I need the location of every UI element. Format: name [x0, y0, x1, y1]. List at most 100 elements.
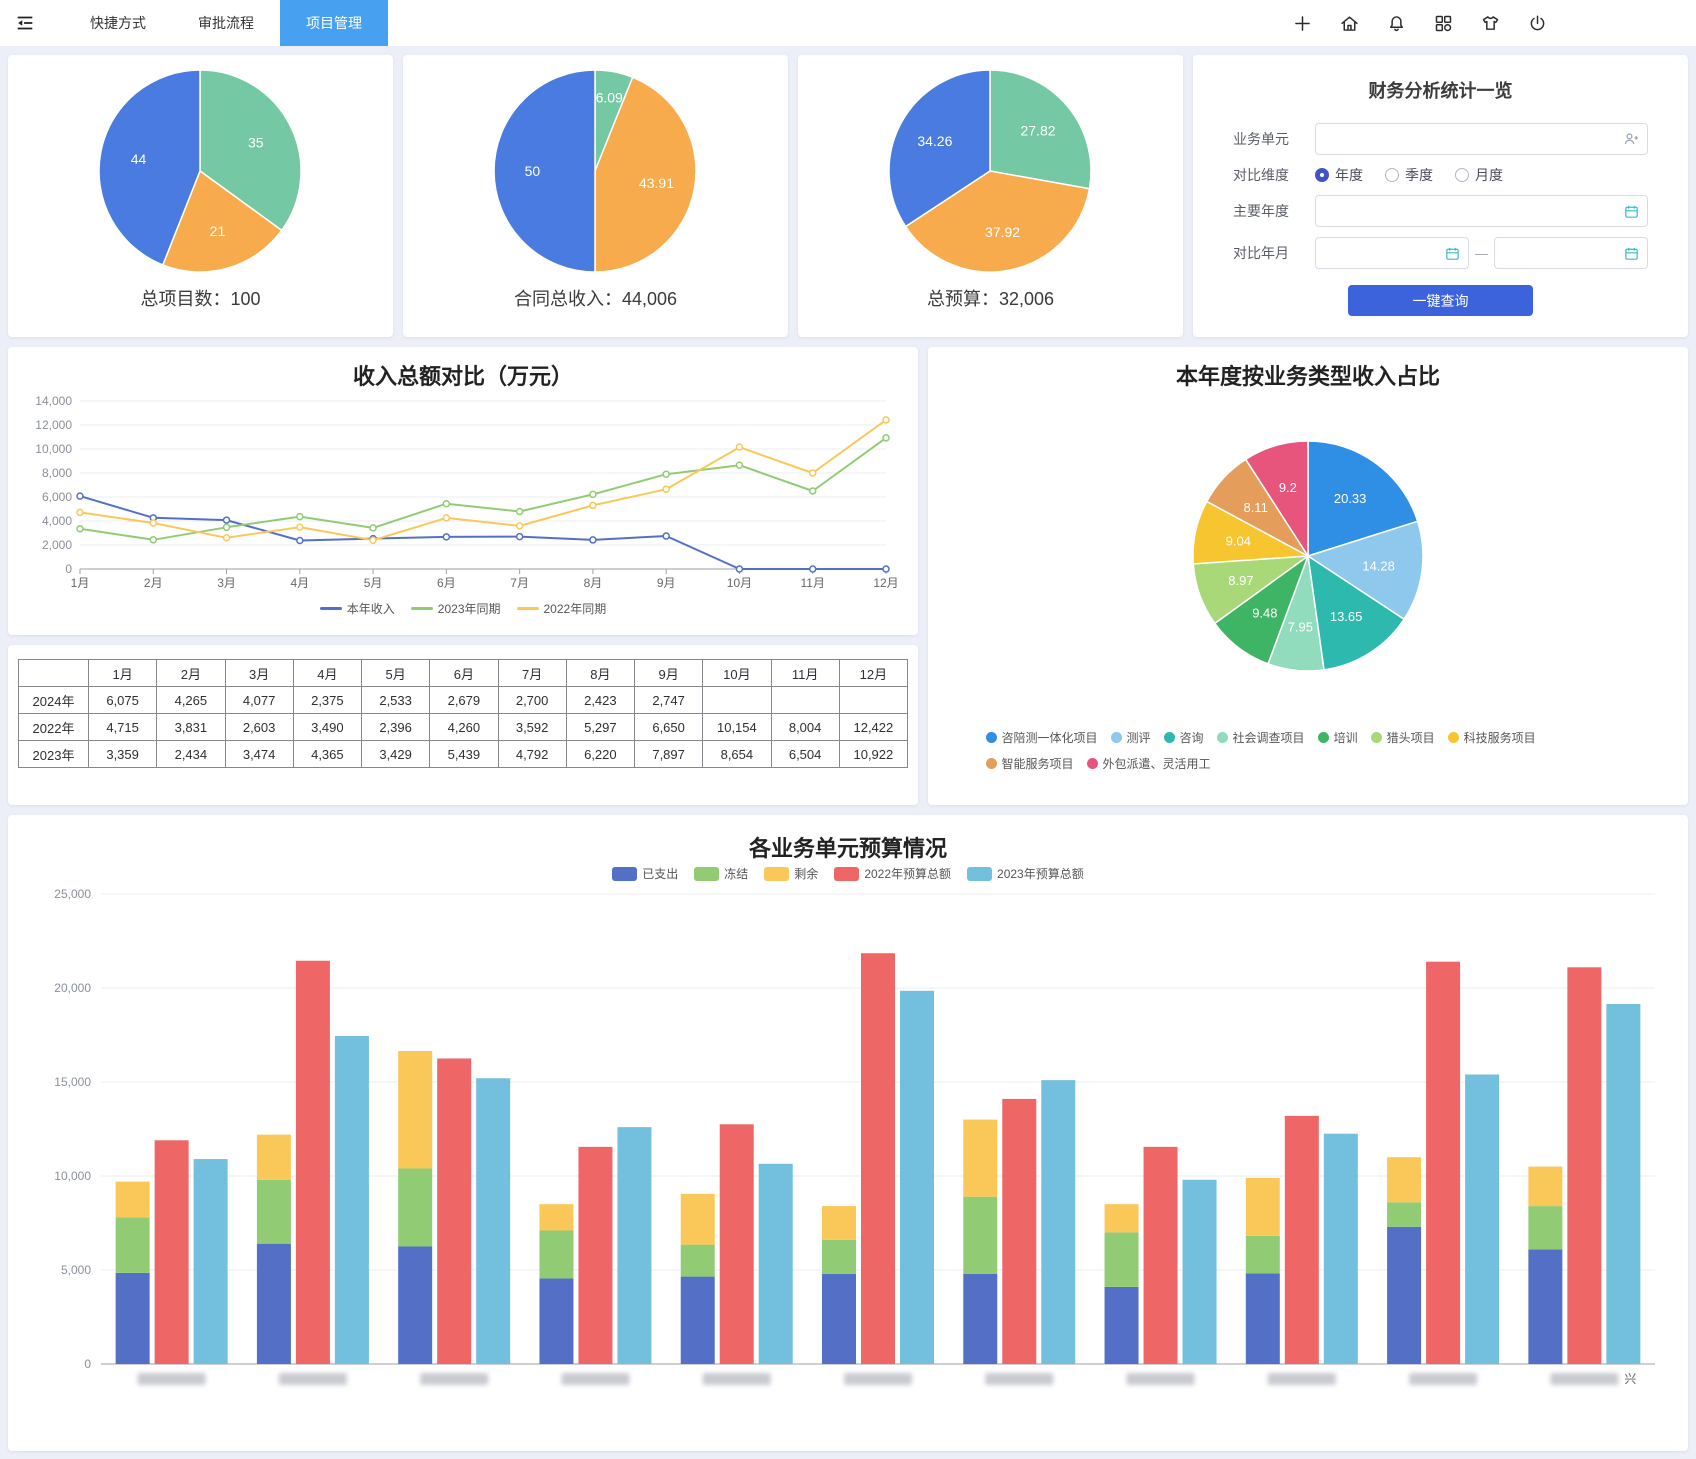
- svg-text:6,000: 6,000: [42, 490, 72, 504]
- business-unit-input[interactable]: [1315, 123, 1648, 155]
- svg-text:14.28: 14.28: [1362, 558, 1395, 573]
- theme-icon[interactable]: [1480, 13, 1501, 34]
- radio-年度[interactable]: 年度: [1315, 165, 1363, 185]
- contract-income-card: 6.09 43.91 50 合同总收入：44,006: [403, 55, 788, 337]
- svg-text:9月: 9月: [657, 576, 676, 590]
- svg-text:20.33: 20.33: [1334, 491, 1367, 506]
- business-type-card: 本年度按业务类型收入占比 20.33 14.28 13.65 7.95 9.48 8.97…: [928, 347, 1688, 805]
- bar-legend-item-4[interactable]: 2023年预算总额: [967, 865, 1084, 882]
- bell-icon[interactable]: [1386, 13, 1407, 34]
- compare-start-input[interactable]: [1315, 237, 1469, 269]
- filter-panel-title: 财务分析统计一览: [1368, 81, 1513, 101]
- budget-bars-title: 各业务单元预算情况: [748, 836, 947, 861]
- biz-legend-item-5[interactable]: 猎头项目: [1370, 729, 1435, 746]
- svg-text:6月: 6月: [437, 576, 456, 590]
- home-icon[interactable]: [1339, 13, 1360, 34]
- budget-bars-legend: 已支出 冻结 剩余 2022年预算总额 2023年预算总额: [8, 865, 1688, 882]
- table-row-2022年: 2022年 4,715 3,831 2,603 3,490 2,396 4,260 3,592…: [18, 713, 909, 741]
- svg-text:50: 50: [525, 163, 541, 179]
- biz-legend-item-7[interactable]: 智能服务项目: [985, 755, 1074, 772]
- svg-text:37.92: 37.92: [985, 224, 1020, 240]
- calendar-icon[interactable]: [1444, 245, 1461, 262]
- line-legend-item-1[interactable]: 2023年同期: [410, 600, 501, 617]
- total-budget-pie-chart: 27.82 37.92 34.26: [888, 69, 1092, 273]
- svg-text:4,000: 4,000: [42, 514, 72, 528]
- biz-legend-item-2[interactable]: 咨询: [1163, 729, 1204, 746]
- navbar: 快捷方式 审批流程 项目管理: [0, 0, 1696, 46]
- income-compare-title: 收入总额对比（万元）: [352, 364, 573, 389]
- svg-text:2,000: 2,000: [42, 538, 72, 552]
- business-type-pie-chart: 20.33 14.28 13.65 7.95 9.48 8.97 9.04 8.11 9.2: [1192, 440, 1424, 672]
- nav-tab-1[interactable]: 审批流程: [198, 15, 254, 31]
- line-legend-item-0[interactable]: 本年收入: [319, 600, 395, 617]
- biz-legend-item-8[interactable]: 外包派遣、灵活用工: [1086, 755, 1211, 772]
- bar-legend-item-3[interactable]: 2022年预算总额: [834, 865, 951, 882]
- svg-text:9.04: 9.04: [1226, 533, 1251, 548]
- business-type-title: 本年度按业务类型收入占比: [1175, 364, 1440, 389]
- business-unit-label: 业务单元: [1233, 131, 1289, 147]
- svg-text:35: 35: [248, 134, 264, 150]
- budget-bars-chart: 0 5,000 10,000 15,000 20,000 25,000 兴: [54, 887, 1655, 1386]
- compare-dimension-row: 对比维度 年度 季度 月度: [1233, 165, 1648, 185]
- radio-季度[interactable]: 季度: [1385, 165, 1433, 185]
- svg-text:27.82: 27.82: [1020, 123, 1055, 139]
- total-projects-pie-chart: 35 21 44: [98, 69, 302, 273]
- calendar-icon[interactable]: [1623, 203, 1640, 220]
- nav-tab-0[interactable]: 快捷方式: [90, 15, 146, 31]
- contract-income-pie-chart: 6.09 43.91 50: [493, 69, 697, 273]
- svg-text:34.26: 34.26: [917, 133, 952, 149]
- svg-text:9.48: 9.48: [1252, 605, 1277, 620]
- navbar-spacer: [388, 0, 1292, 46]
- power-icon[interactable]: [1527, 13, 1548, 34]
- table-row-2023年: 2023年 3,359 2,434 3,474 4,365 3,429 5,439 4,792…: [18, 740, 909, 768]
- svg-text:43.91: 43.91: [639, 175, 674, 191]
- svg-text:4月: 4月: [290, 576, 309, 590]
- nav-tab-2[interactable]: 项目管理: [280, 0, 388, 46]
- menu-fold-icon[interactable]: [14, 0, 36, 46]
- contract-income-caption: 合同总收入：44,006: [513, 289, 678, 309]
- svg-text:14,000: 14,000: [35, 394, 72, 408]
- svg-text:3月: 3月: [217, 576, 236, 590]
- line-legend-item-2[interactable]: 2022年同期: [516, 600, 606, 617]
- biz-legend-item-3[interactable]: 社会调查项目: [1216, 729, 1305, 746]
- bar-legend-item-2[interactable]: 剩余: [764, 865, 818, 882]
- svg-text:10月: 10月: [727, 576, 752, 590]
- navbar-actions: [1292, 0, 1696, 46]
- svg-text:13.65: 13.65: [1330, 609, 1363, 624]
- svg-text:20,000: 20,000: [54, 981, 91, 995]
- nav-tabs: 快捷方式 审批流程 项目管理: [64, 0, 388, 46]
- svg-text:8.97: 8.97: [1228, 573, 1253, 588]
- user-plus-icon[interactable]: [1622, 130, 1640, 148]
- calendar-icon[interactable]: [1623, 245, 1640, 262]
- svg-text:21: 21: [210, 223, 226, 239]
- compare-month-row: 对比年月 —: [1233, 237, 1648, 269]
- plus-icon[interactable]: [1292, 13, 1313, 34]
- apps-icon[interactable]: [1433, 13, 1454, 34]
- compare-dimension-label: 对比维度: [1233, 167, 1289, 183]
- svg-text:12月: 12月: [873, 576, 898, 590]
- compare-end-input[interactable]: [1494, 237, 1648, 269]
- range-separator: —: [1475, 245, 1488, 261]
- bar-legend-item-0[interactable]: 已支出: [612, 865, 678, 882]
- biz-legend-item-4[interactable]: 培训: [1317, 729, 1358, 746]
- business-type-legend: 咨陪测一体化项目 测评 咨询 社会调查项目 培训 猎头项目 科技服务项目智能服务项目 外包派遣…: [985, 729, 1631, 772]
- svg-text:8月: 8月: [584, 576, 603, 590]
- biz-legend-item-1[interactable]: 测评: [1110, 729, 1151, 746]
- radio-月度[interactable]: 月度: [1455, 165, 1503, 185]
- svg-text:9.2: 9.2: [1279, 480, 1297, 495]
- total-budget-card: 27.82 37.92 34.26 总预算：32,006: [798, 55, 1183, 337]
- svg-text:10,000: 10,000: [35, 442, 72, 456]
- query-button[interactable]: 一键查询: [1348, 285, 1533, 316]
- svg-text:5月: 5月: [364, 576, 383, 590]
- main-year-input[interactable]: [1315, 195, 1648, 227]
- biz-legend-item-0[interactable]: 咨陪测一体化项目: [985, 729, 1098, 746]
- svg-text:25,000: 25,000: [54, 887, 91, 901]
- income-table: 1月 2月 3月 4月 5月 6月 7月 8月 9月 10月 11月 12月 2024年 6,075 4,2…: [18, 659, 909, 768]
- table-header-row: 1月 2月 3月 4月 5月 6月 7月 8月 9月 10月 11月 12月: [18, 659, 909, 687]
- main-year-row: 主要年度: [1233, 195, 1648, 227]
- svg-text:6.09: 6.09: [596, 90, 623, 106]
- middle-left-column: 收入总额对比（万元） 0 2,000 4,000 6,000 8,000 10,000 12…: [8, 347, 918, 805]
- biz-legend-item-6[interactable]: 科技服务项目: [1447, 729, 1536, 746]
- svg-text:8,000: 8,000: [42, 466, 72, 480]
- bar-legend-item-1[interactable]: 冻结: [694, 865, 748, 882]
